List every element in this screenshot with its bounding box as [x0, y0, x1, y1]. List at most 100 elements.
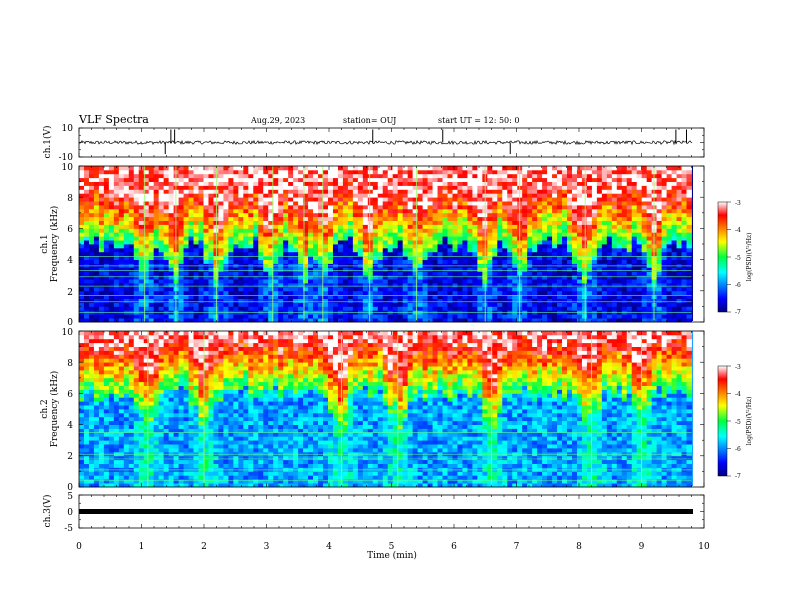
spectrogram-cell [243, 275, 249, 280]
spectrogram-cell [327, 318, 334, 323]
spectrogram-cell [437, 259, 443, 264]
spectrogram-cell [432, 306, 438, 311]
spectrogram-cell [228, 259, 234, 264]
spectrogram-cell [631, 267, 638, 272]
spectrogram-cell [512, 259, 518, 264]
spectrogram-cell [273, 251, 279, 257]
spectrogram-cell [571, 251, 578, 257]
spectrogram-cell [318, 173, 324, 179]
spectrogram-cell [342, 302, 349, 307]
spectrogram-cell [238, 205, 244, 210]
spectrogram-cell [357, 216, 364, 221]
spectrogram-cell [218, 232, 224, 237]
spectrogram-cell [108, 224, 115, 229]
spectrogram-cell [397, 286, 404, 292]
spectrogram-cell [397, 267, 404, 272]
spectrogram-cell [248, 286, 254, 292]
spectrogram-cell [118, 201, 125, 206]
spectrogram-cell [337, 193, 344, 198]
spectrogram-cell [631, 212, 638, 218]
spectrogram-cell [621, 314, 628, 319]
spectrogram-cell [308, 232, 314, 237]
spectrogram-cell [342, 275, 349, 280]
spectrogram-cell [547, 298, 553, 303]
spectrogram-cell [626, 294, 633, 299]
spectrogram-cell [323, 185, 329, 190]
spectrogram-cell [337, 302, 344, 307]
spectrogram-cell [631, 232, 638, 237]
spectrogram-cell [507, 314, 513, 319]
spectrogram-cell [457, 255, 463, 260]
spectrogram-cell [148, 240, 155, 245]
spectrogram-cell [93, 275, 100, 280]
spectrogram-cell [163, 173, 170, 179]
spectrogram-cell [342, 224, 349, 229]
spectrogram-cell [382, 208, 389, 214]
spectrogram-cell [143, 166, 150, 171]
spectrogram-cell [273, 314, 279, 319]
spectrogram-cell [88, 189, 95, 194]
spectrogram-cell [372, 286, 379, 292]
spectrogram-cell [676, 302, 682, 307]
spectrogram-cell [646, 212, 653, 218]
spectrogram-cell [268, 267, 274, 272]
spectrogram-cell [332, 298, 339, 303]
spectrogram-cell [362, 201, 369, 206]
spectrogram-cell [636, 185, 643, 190]
spectrogram-cell [268, 255, 274, 260]
spectrogram-cell [352, 318, 359, 323]
spectrogram-cell [387, 197, 394, 202]
spectrogram-cell [327, 267, 334, 272]
spectrogram-cell [283, 279, 289, 284]
spectrogram-cell [188, 208, 194, 214]
spectrogram-cell [263, 306, 269, 311]
spectrogram-cell [178, 314, 184, 319]
spectrogram-cell [487, 212, 493, 218]
spectrogram-cell [427, 251, 433, 257]
spectrogram-cell [586, 189, 593, 194]
spectrogram-cell [552, 240, 558, 245]
spectrogram-cell [527, 240, 533, 245]
spectrogram-cell [467, 247, 473, 253]
spectrogram-cell [547, 255, 553, 260]
spectrogram-cell [596, 220, 603, 225]
spectrogram-cell [457, 205, 463, 210]
spectrogram-cell [601, 212, 608, 218]
spectrogram-cell [676, 275, 682, 280]
spectrogram-cell [337, 185, 344, 190]
spectrogram-cell [118, 228, 125, 233]
spectrogram-cell [676, 189, 682, 194]
spectrogram-cell [502, 208, 508, 214]
spectrogram-cell [163, 220, 170, 225]
spectrogram-cell [208, 275, 214, 280]
spectrogram-cell [636, 193, 643, 198]
spectrogram-cell [193, 267, 199, 272]
spectrogram-cell [392, 220, 399, 225]
spectrogram-cell [203, 228, 209, 233]
spectrogram-cell [502, 318, 508, 323]
spectrogram-cell [148, 271, 155, 276]
spectrogram-cell [387, 177, 394, 182]
spectrogram-cell [442, 232, 448, 237]
spectrogram-cell [586, 220, 593, 225]
spectrogram-cell [113, 286, 120, 292]
spectrogram-cell [337, 236, 344, 241]
spectrogram-cell [88, 224, 95, 229]
spectrogram-cell [362, 185, 369, 190]
spectrogram-cell [636, 259, 643, 264]
spectrogram-cell [606, 247, 613, 253]
spectrogram-cell [313, 244, 319, 249]
spectrogram-cell [268, 240, 274, 245]
spectrogram-cell [537, 208, 543, 214]
spectrogram-cell [502, 173, 508, 179]
spectrogram-cell [497, 314, 503, 319]
spectrogram-cell [601, 197, 608, 202]
spectrogram-cell [238, 181, 244, 186]
spectrogram-cell [452, 240, 458, 245]
spectrogram-cell [198, 314, 204, 319]
spectrogram-cell [243, 236, 249, 241]
spectrogram-cell [268, 220, 274, 225]
spectrogram-cell [153, 290, 160, 296]
spectrogram-cell [581, 169, 588, 175]
spectrogram-cell [203, 298, 209, 303]
